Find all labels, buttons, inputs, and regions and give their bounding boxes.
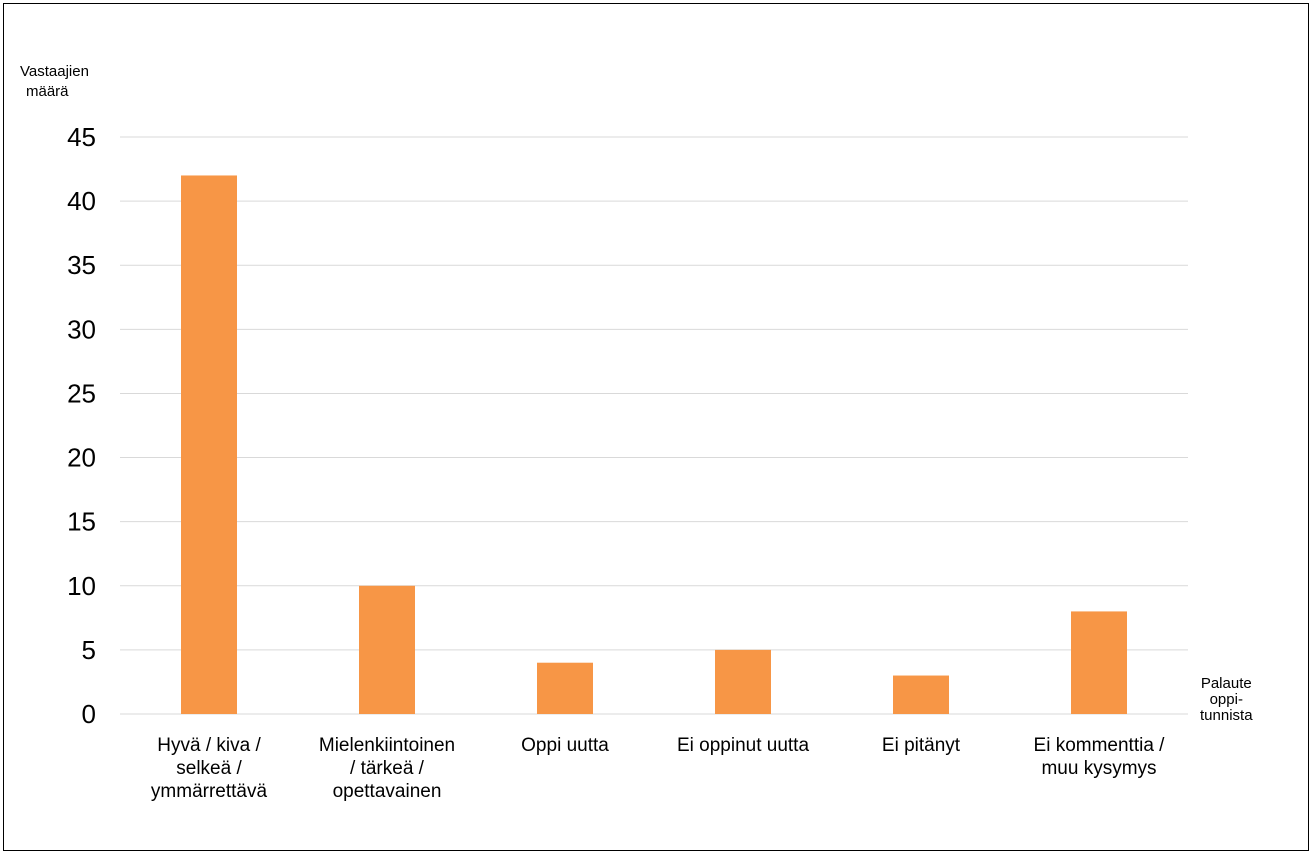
category-label-line: Hyvä / kiva /	[157, 735, 261, 756]
category-label-line: Ei pitänyt	[881, 735, 961, 756]
y-axis-label: Vastaajien määrä	[20, 62, 89, 102]
y-tick-label: 0	[82, 699, 96, 729]
category-label-line: selkeä /	[176, 758, 242, 779]
bar-1	[181, 175, 237, 714]
category-label-6: Ei kommenttia / muu kysymys	[1014, 734, 1184, 780]
category-label-line: Mielenkiintoinen	[318, 735, 456, 756]
category-label-line: Ei oppinut uutta	[676, 735, 810, 756]
bar-3	[537, 662, 593, 714]
x-axis-label-line-2: oppi-	[1209, 691, 1243, 708]
x-axis-label-line-1: Palaute	[1200, 675, 1252, 692]
y-axis-label-line-1: Vastaajien	[20, 63, 89, 80]
y-tick-label: 25	[67, 378, 96, 408]
bar-2	[359, 585, 415, 714]
category-label-line: / tärkeä /	[350, 758, 424, 779]
y-axis-label-line-2: määrä	[26, 83, 69, 100]
x-axis-label-line-3: tunnista	[1200, 707, 1253, 724]
y-tick-label: 20	[67, 443, 96, 473]
category-label-3: Oppi uutta	[480, 734, 650, 757]
x-axis-label: Palaute oppi- tunnista	[1200, 676, 1253, 724]
category-label-line: muu kysymys	[1041, 758, 1157, 779]
y-tick-label: 30	[67, 314, 96, 344]
category-label-line: ymmärrettävä	[150, 781, 268, 802]
y-tick-label: 5	[82, 635, 96, 665]
bar-6	[1071, 611, 1127, 714]
category-label-2: Mielenkiintoinen / tärkeä / opettavainen	[302, 734, 472, 803]
y-tick-label: 15	[67, 507, 96, 537]
category-label-line: Oppi uutta	[521, 735, 609, 756]
y-tick-label: 40	[67, 186, 96, 216]
category-label-5: Ei pitänyt	[836, 734, 1006, 757]
category-label-1: Hyvä / kiva / selkeä / ymmärrettävä	[124, 734, 294, 803]
y-tick-label: 10	[67, 571, 96, 601]
y-tick-label: 35	[67, 250, 96, 280]
bar-5	[893, 675, 949, 714]
category-label-line: Ei kommenttia /	[1033, 735, 1165, 756]
category-label-line: opettavainen	[332, 781, 442, 802]
y-tick-label: 45	[67, 122, 96, 152]
bar-4	[715, 649, 771, 714]
category-label-4: Ei oppinut uutta	[658, 734, 828, 757]
